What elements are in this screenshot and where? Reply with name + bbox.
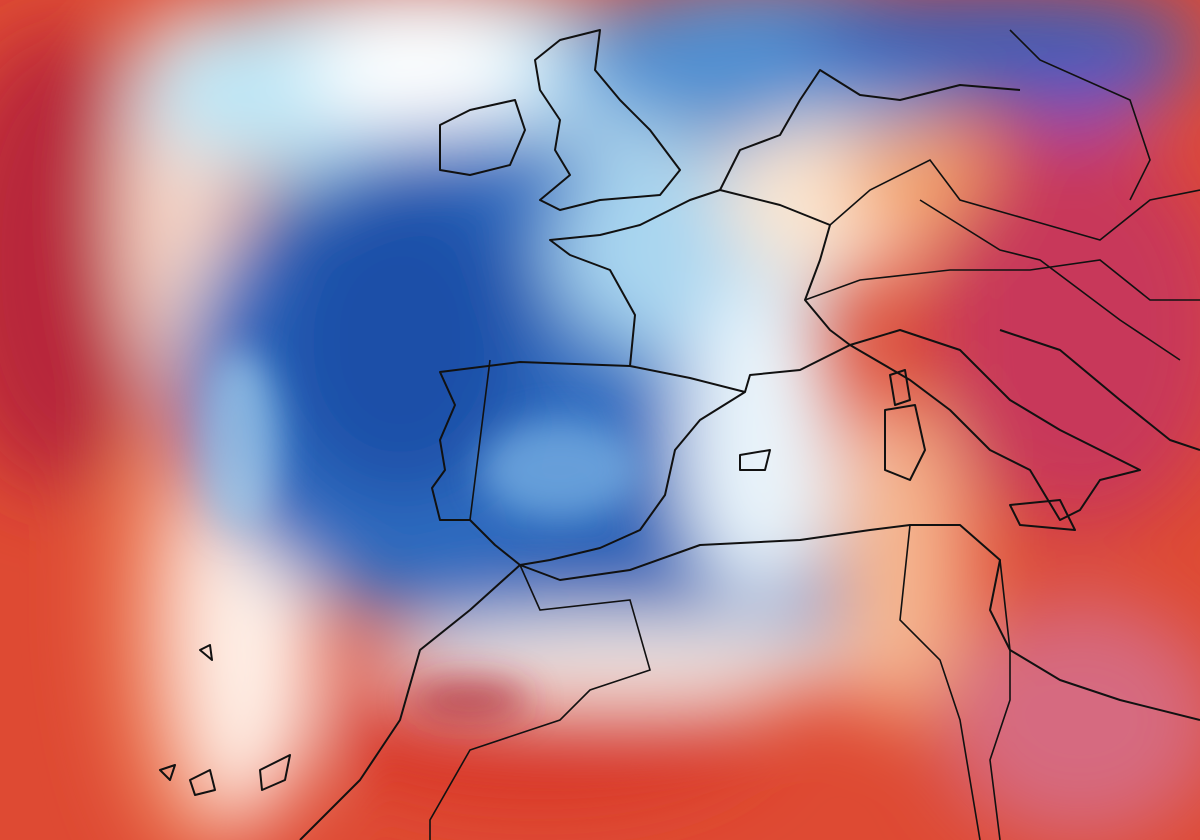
borders [429,29,1200,840]
sardinia [884,404,926,481]
adriatic-coast [999,329,1200,451]
corsica [889,369,911,406]
britain-coast [534,29,681,211]
sicily [1009,499,1076,531]
lowlands-coast [719,69,1021,191]
ireland-coast [439,99,526,176]
italy-coast [849,329,1141,521]
france-coast [549,189,851,393]
balearics [739,449,771,471]
iberia-coast [431,361,746,566]
canaries [159,644,291,796]
